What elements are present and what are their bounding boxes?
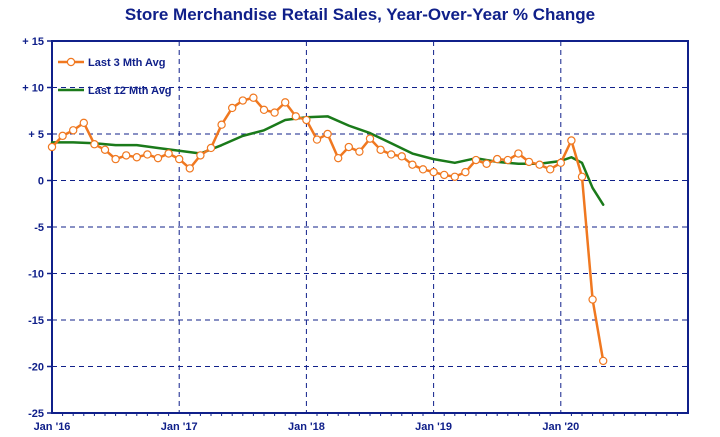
data-point bbox=[121, 151, 131, 160]
data-point bbox=[90, 140, 99, 149]
data-point bbox=[493, 154, 502, 164]
data-point bbox=[482, 159, 491, 168]
x-tick-label: Jan '20 bbox=[542, 421, 579, 433]
y-tick-label: -10 bbox=[28, 269, 44, 281]
series-last-3-mth-avg bbox=[47, 93, 608, 366]
data-point bbox=[588, 295, 597, 304]
data-point bbox=[429, 167, 438, 177]
data-point bbox=[450, 172, 459, 181]
series-line-12m bbox=[50, 115, 605, 206]
data-point bbox=[270, 108, 279, 117]
data-point bbox=[291, 112, 300, 121]
y-tick-label: 0 bbox=[38, 176, 44, 188]
grid-lines bbox=[47, 40, 688, 416]
data-point bbox=[132, 153, 141, 162]
data-point bbox=[599, 356, 608, 366]
data-point bbox=[312, 135, 322, 144]
data-point bbox=[100, 145, 110, 155]
y-tick-label: -20 bbox=[28, 362, 44, 374]
data-point bbox=[111, 154, 120, 164]
data-point bbox=[461, 167, 470, 177]
data-point bbox=[376, 145, 385, 155]
data-point bbox=[514, 149, 523, 158]
data-point bbox=[397, 152, 406, 161]
data-point bbox=[535, 160, 544, 169]
data-point bbox=[524, 157, 534, 167]
data-point bbox=[334, 153, 343, 163]
data-point bbox=[68, 126, 78, 135]
y-tick-label: + 5 bbox=[28, 129, 44, 141]
data-point bbox=[365, 134, 375, 143]
y-tick-label: + 10 bbox=[22, 83, 44, 95]
data-point bbox=[418, 165, 428, 174]
data-point bbox=[344, 142, 353, 152]
legend-label-3m: Last 3 Mth Avg bbox=[88, 57, 165, 69]
y-tick-label: -15 bbox=[28, 315, 44, 327]
data-point bbox=[577, 172, 587, 181]
data-point bbox=[546, 165, 555, 174]
data-point bbox=[323, 129, 332, 139]
data-point bbox=[227, 103, 237, 113]
series-layer bbox=[47, 93, 608, 366]
data-point bbox=[249, 93, 258, 102]
data-point bbox=[164, 149, 173, 158]
data-point bbox=[387, 150, 396, 159]
data-point bbox=[79, 118, 89, 128]
x-tick-label: Jan '17 bbox=[161, 421, 198, 433]
data-point bbox=[153, 153, 163, 163]
data-point bbox=[556, 158, 566, 168]
data-point bbox=[47, 142, 57, 152]
data-point bbox=[259, 105, 269, 115]
data-point bbox=[471, 155, 481, 165]
y-tick-label: + 15 bbox=[22, 36, 44, 48]
legend-label-12m: Last 12 Mth Avg bbox=[88, 85, 172, 97]
plot-frame bbox=[51, 40, 689, 414]
data-point bbox=[281, 98, 290, 107]
series-last-12-mth-avg bbox=[50, 115, 605, 206]
data-point bbox=[503, 155, 512, 165]
legend-marker bbox=[66, 57, 76, 67]
data-point bbox=[185, 164, 194, 173]
data-point bbox=[355, 147, 364, 156]
data-point bbox=[440, 170, 449, 180]
data-point bbox=[143, 150, 152, 159]
legend: Last 3 Mth Avg Last 12 Mth Avg bbox=[58, 57, 172, 97]
data-point bbox=[206, 143, 216, 153]
data-point bbox=[302, 115, 311, 125]
chart-title: Store Merchandise Retail Sales, Year-Ove… bbox=[124, 5, 596, 24]
x-tick-label: Jan '19 bbox=[415, 421, 452, 433]
data-point bbox=[196, 151, 205, 160]
data-point bbox=[58, 131, 67, 141]
data-point bbox=[408, 160, 417, 169]
y-tick-label: -25 bbox=[28, 408, 44, 420]
data-point bbox=[217, 120, 226, 129]
x-tick-label: Jan '16 bbox=[34, 421, 71, 433]
y-tick-label: -5 bbox=[34, 222, 44, 234]
data-point bbox=[238, 96, 247, 105]
data-point bbox=[567, 136, 576, 145]
x-tick-label: Jan '18 bbox=[288, 421, 325, 433]
data-point bbox=[174, 154, 184, 164]
